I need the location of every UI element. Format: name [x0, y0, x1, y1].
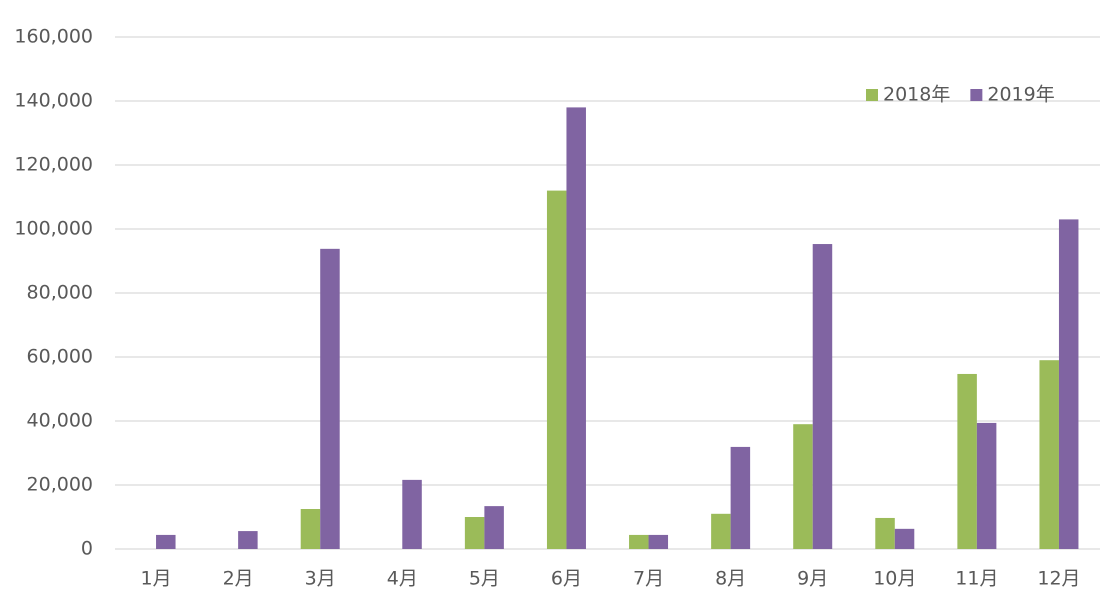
y-tick-label: 160,000 [14, 26, 93, 48]
bar [976, 422, 997, 549]
bar [546, 190, 567, 549]
legend-label: 2019年 [987, 84, 1054, 106]
y-tick-label: 60,000 [27, 346, 93, 368]
y-tick-label: 0 [81, 538, 93, 560]
bar [238, 531, 258, 549]
bar [1058, 219, 1079, 549]
legend-swatch [866, 89, 878, 101]
y-tick-label: 120,000 [14, 154, 93, 176]
x-tick-label: 12月 [1037, 568, 1080, 590]
y-tick-label: 140,000 [14, 90, 93, 112]
bar [812, 244, 833, 550]
bar [464, 517, 485, 549]
bar [1039, 360, 1059, 549]
bar [793, 424, 813, 549]
x-tick-label: 5月 [469, 568, 500, 590]
x-tick-label: 7月 [633, 568, 664, 590]
y-tick-label: 100,000 [14, 218, 93, 240]
x-tick-label: 3月 [305, 568, 336, 590]
bar [566, 107, 586, 550]
y-tick-label: 20,000 [27, 474, 93, 496]
x-tick-label: 11月 [955, 568, 998, 590]
bar [320, 248, 340, 549]
bar [894, 528, 915, 549]
y-tick-label: 80,000 [27, 282, 93, 304]
x-tick-label: 10月 [873, 568, 916, 590]
x-tick-label: 8月 [715, 568, 746, 590]
x-tick-label: 9月 [797, 568, 828, 590]
legend-swatch [970, 89, 983, 101]
y-tick-label: 40,000 [27, 410, 93, 432]
bar [957, 373, 977, 549]
x-tick-label: 2月 [223, 568, 254, 590]
x-tick-label: 6月 [551, 568, 582, 590]
legend-label: 2018年 [883, 84, 950, 106]
bar [156, 534, 176, 549]
bar [300, 509, 321, 549]
bar [875, 517, 895, 549]
bar [711, 513, 731, 549]
x-tick-label: 1月 [140, 568, 171, 590]
bar [629, 534, 649, 549]
bar [730, 446, 751, 549]
bar [648, 534, 669, 549]
bar [484, 506, 504, 549]
bar [402, 479, 422, 549]
x-tick-label: 4月 [387, 568, 418, 590]
